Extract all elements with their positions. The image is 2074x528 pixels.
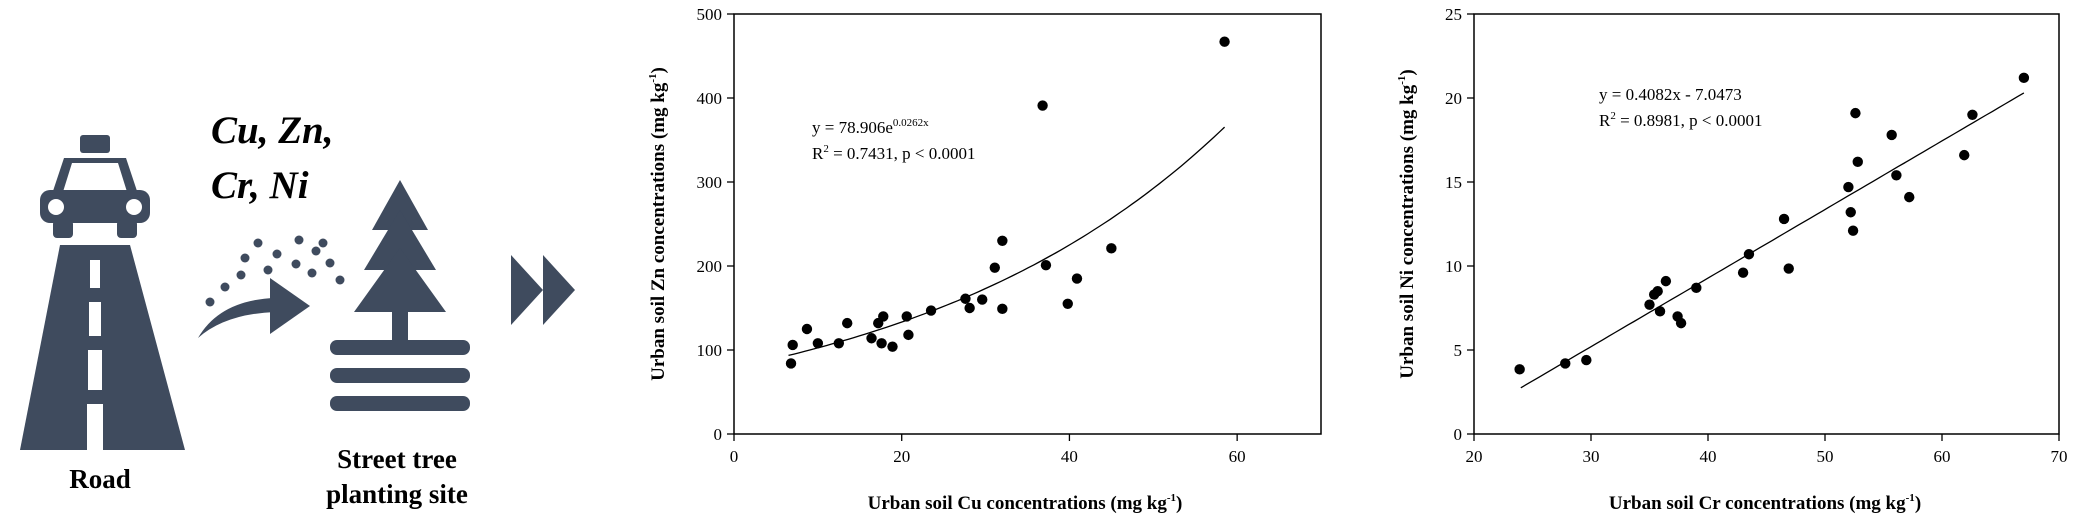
data-point (1967, 109, 1978, 121)
data-point (1660, 275, 1672, 287)
data-point (887, 341, 898, 352)
x-tick-label: 30 (1583, 447, 1600, 466)
data-point (1743, 249, 1755, 260)
data-point (1886, 129, 1897, 141)
data-point (1737, 267, 1749, 278)
car-icon (40, 135, 150, 238)
data-point (1675, 317, 1687, 329)
data-point (1850, 107, 1861, 119)
y-tick-label: 100 (697, 341, 723, 360)
data-point (1071, 273, 1083, 284)
data-point (1891, 170, 1902, 181)
data-point (876, 338, 887, 349)
x-axis-label: Urban soil Cu concentrations (mg kg-1) (868, 492, 1183, 514)
data-point (801, 323, 813, 335)
data-point (1106, 243, 1117, 254)
cr-ni-plot: 20 30 40 50 60 70 0 5 10 15 20 25 y = 0.4082x - 7.0… (1396, 5, 2068, 514)
y-tick-label: 15 (1445, 173, 1462, 192)
y-tick-label: 20 (1445, 89, 1462, 108)
data-point (964, 302, 975, 314)
data-point (833, 338, 845, 349)
site-label-line1: Street tree (337, 444, 457, 474)
data-point (1652, 286, 1663, 297)
data-point (878, 311, 889, 322)
data-point (866, 333, 877, 344)
data-point (785, 358, 797, 369)
x-tick-label: 40 (1700, 447, 1717, 466)
x-tick-label: 20 (893, 447, 910, 466)
plot-frame (733, 13, 1322, 435)
data-point (977, 294, 988, 305)
data-point (997, 303, 1008, 315)
y-axis-label: Urban soil Zn concentrations (mg kg-1) (647, 67, 669, 381)
data-point (1783, 263, 1794, 274)
metals-label-line2: Cr, Ni (211, 164, 309, 207)
metals-label-line1: Cu, Zn, (211, 109, 333, 152)
road-icon (20, 245, 185, 450)
r-squared-label: R2 = 0.7431, p < 0.0001 (812, 143, 976, 163)
data-point (1959, 149, 1970, 161)
y-tick-label: 0 (714, 425, 723, 444)
data-point (1037, 100, 1048, 111)
y-tick-label: 25 (1445, 5, 1462, 24)
data-point (1062, 298, 1073, 309)
data-point (997, 235, 1008, 246)
regression-fit-line (1520, 92, 2025, 389)
x-axis-label: Urban soil Cr concentrations (mg kg-1) (1609, 492, 1921, 514)
data-point (903, 329, 914, 341)
data-point (1560, 358, 1571, 369)
particles-icon (205, 235, 345, 307)
data-point (1654, 306, 1666, 317)
site-label-line2: planting site (326, 479, 468, 509)
regression-equation: y = 0.4082x - 7.0473 (1599, 85, 1742, 104)
road-to-tree-illustration: Road Cu, Zn, Cr, Ni (0, 0, 600, 528)
y-tick-label: 400 (697, 89, 723, 108)
road-label: Road (69, 464, 131, 494)
x-tick-label: 50 (1817, 447, 1834, 466)
data-point (1040, 259, 1052, 271)
data-point (1691, 282, 1702, 294)
data-point (901, 311, 912, 322)
y-tick-label: 5 (1454, 341, 1463, 360)
plot-frame (1473, 13, 2060, 435)
data-point (1845, 207, 1856, 218)
curved-arrow-icon (198, 278, 310, 338)
tree-icon (330, 180, 470, 411)
y-tick-label: 200 (697, 257, 723, 276)
data-point (1644, 299, 1655, 310)
x-tick-label: 60 (1229, 447, 1246, 466)
data-point (1843, 181, 1854, 193)
x-tick-label: 20 (1466, 447, 1483, 466)
data-point (1904, 191, 1915, 203)
x-tick-label: 60 (1934, 447, 1951, 466)
y-tick-label: 300 (697, 173, 723, 192)
data-point (842, 317, 853, 329)
data-point (812, 338, 824, 349)
data-point (989, 262, 1000, 273)
regression-equation: y = 78.906e0.0262x (812, 117, 929, 137)
data-point (1219, 36, 1230, 47)
x-tick-label: 70 (2051, 447, 2068, 466)
cu-zn-plot: 0 20 40 60 0 100 200 300 400 500 y = 78.906e0.026… (647, 5, 1322, 514)
data-point (1778, 213, 1790, 225)
data-point (787, 339, 798, 351)
x-tick-label: 40 (1061, 447, 1078, 466)
data-point (925, 305, 937, 316)
regression-fit-line (788, 126, 1226, 357)
y-tick-label: 0 (1454, 425, 1463, 444)
y-tick-label: 500 (697, 5, 723, 24)
data-point (960, 293, 971, 304)
x-tick-label: 0 (730, 447, 739, 466)
data-point (2018, 72, 2030, 84)
r-squared-label: R2 = 0.8981, p < 0.0001 (1599, 110, 1763, 130)
data-point (1514, 364, 1525, 375)
cr-ni-scatter-chart: 20 30 40 50 60 70 0 5 10 15 20 25 y = 0.4082x - 7.0… (1340, 0, 2074, 528)
cu-zn-scatter-chart: 0 20 40 60 0 100 200 300 400 500 y = 78.906e0.026… (600, 0, 1340, 528)
data-point (1847, 225, 1859, 236)
double-chevron-right-icon (511, 255, 575, 325)
data-point (1852, 156, 1863, 168)
data-point (1581, 354, 1592, 366)
y-axis-label: Urban soil Ni concentrations (mg kg-1) (1396, 69, 1418, 378)
y-tick-label: 10 (1445, 257, 1462, 276)
